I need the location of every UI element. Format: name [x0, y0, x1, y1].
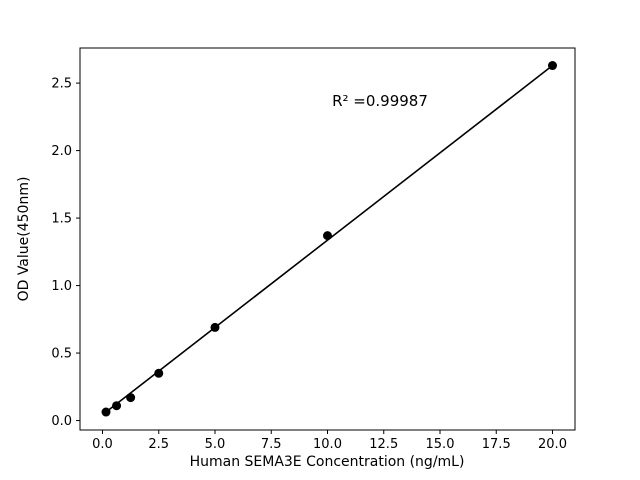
x-tick-label: 20.0: [538, 437, 567, 452]
x-tick-label: 12.5: [369, 437, 398, 452]
data-point: [101, 407, 111, 417]
y-tick-label: 1.0: [51, 279, 72, 294]
y-tick-label: 0.5: [51, 347, 72, 362]
data-point: [210, 322, 220, 332]
x-tick-label: 17.5: [482, 437, 511, 452]
data-point: [112, 401, 122, 411]
x-tick-label: 5.0: [205, 437, 226, 452]
x-tick-label: 7.5: [261, 437, 282, 452]
x-axis-label: Human SEMA3E Concentration (ng/mL): [189, 454, 465, 470]
x-tick-label: 2.5: [148, 437, 169, 452]
x-tick-label: 10.0: [313, 437, 342, 452]
y-axis-label: OD Value(450nm): [16, 176, 32, 302]
y-tick-label: 2.5: [51, 77, 72, 92]
y-tick-label: 2.0: [51, 144, 72, 159]
data-point: [154, 368, 164, 378]
r-squared-annotation: R² =0.99987: [332, 92, 428, 110]
y-tick-label: 0.0: [51, 414, 72, 429]
x-tick-label: 0.0: [92, 437, 113, 452]
y-tick-label: 1.5: [51, 212, 72, 227]
x-tick-label: 15.0: [426, 437, 455, 452]
data-point: [323, 231, 332, 241]
data-point: [126, 393, 136, 403]
data-point: [548, 61, 557, 71]
